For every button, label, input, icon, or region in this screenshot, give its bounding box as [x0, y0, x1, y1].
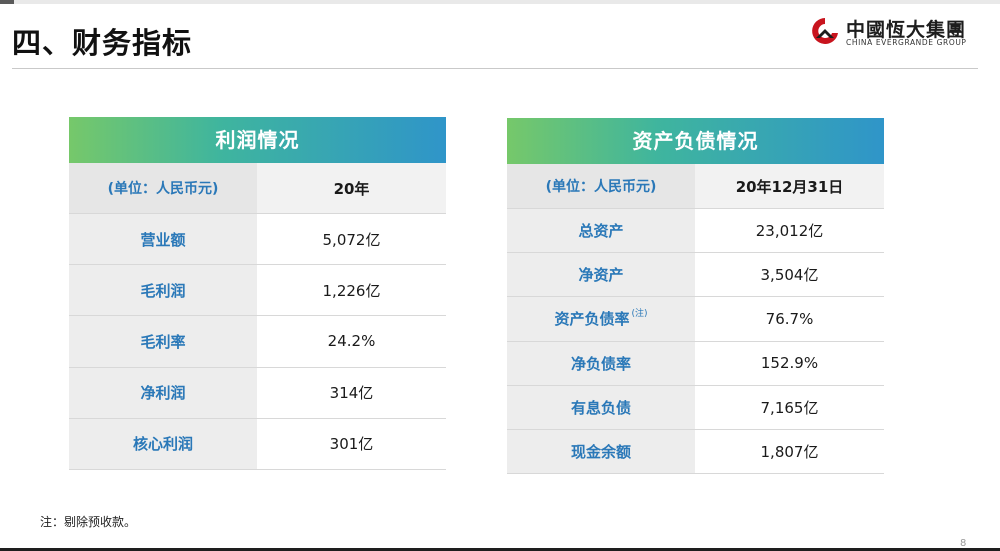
- row-label: 净利润: [69, 367, 257, 418]
- row-value: 3,504亿: [695, 253, 884, 297]
- period-label: 20年: [257, 163, 446, 213]
- row-value: 152.9%: [695, 341, 884, 385]
- page-title: 四、财务指标: [12, 26, 193, 60]
- table-row: 核心利润 301亿: [69, 418, 446, 470]
- row-value: 301亿: [257, 418, 446, 469]
- unit-label: (单位：人民币元): [507, 164, 695, 208]
- table-row: 有息负债 7,165亿: [507, 385, 884, 430]
- table-row: 毛利润 1,226亿: [69, 265, 446, 317]
- row-label: 净资产: [507, 253, 695, 297]
- table-row: 净负债率 152.9%: [507, 341, 884, 386]
- row-value: 5,072亿: [257, 214, 446, 265]
- balance-table-title: 资产负债情况: [507, 118, 884, 164]
- row-label: 有息负债: [507, 385, 695, 429]
- row-label: 资产负债率: [554, 310, 630, 329]
- balance-table: 资产负债情况 (单位：人民币元) 20年12月31日 总资产 23,012亿 净…: [507, 118, 884, 475]
- profit-table: 利润情况 (单位：人民币元) 20年 营业额 5,072亿 毛利润 1,226亿…: [69, 117, 446, 470]
- row-label: 毛利润: [69, 265, 257, 316]
- unit-label: (单位：人民币元): [69, 163, 257, 213]
- period-label: 20年12月31日: [695, 164, 884, 208]
- title-divider: [12, 68, 978, 69]
- row-label: 净负债率: [507, 341, 695, 385]
- footnote-marker: (注): [631, 309, 648, 320]
- company-logo: 中國恆大集團 CHINA EVERGRANDE GROUP: [810, 16, 975, 50]
- footnote: 注：剔除预收款。: [40, 515, 137, 529]
- row-value: 23,012亿: [695, 209, 884, 253]
- row-label: 总资产: [507, 209, 695, 253]
- evergrande-logo-icon: [812, 18, 838, 44]
- table-row: 资产负债率 (注) 76.7%: [507, 297, 884, 342]
- table-row: 净利润 314亿: [69, 367, 446, 419]
- row-label-with-note: 资产负债率 (注): [507, 297, 695, 341]
- row-label: 现金余额: [507, 429, 695, 474]
- table-row: 净资产 3,504亿: [507, 253, 884, 298]
- row-label: 营业额: [69, 214, 257, 265]
- table-row: 毛利率 24.2%: [69, 316, 446, 368]
- table-row: 营业额 5,072亿: [69, 214, 446, 266]
- balance-table-header-row: (单位：人民币元) 20年12月31日: [507, 164, 884, 209]
- logo-name-en: CHINA EVERGRANDE GROUP: [846, 38, 967, 47]
- window-indicator: [0, 0, 14, 4]
- row-label: 核心利润: [69, 418, 257, 469]
- row-value: 76.7%: [695, 297, 884, 341]
- window-top-strip: [0, 0, 1000, 4]
- profit-table-title: 利润情况: [69, 117, 446, 163]
- row-value: 1,226亿: [257, 265, 446, 316]
- table-row: 现金余额 1,807亿: [507, 429, 884, 475]
- row-value: 1,807亿: [695, 429, 884, 474]
- profit-table-header-row: (单位：人民币元) 20年: [69, 163, 446, 214]
- window-bottom-bar: [0, 548, 1000, 551]
- row-label: 毛利率: [69, 316, 257, 367]
- table-row: 总资产 23,012亿: [507, 209, 884, 254]
- row-value: 24.2%: [257, 316, 446, 367]
- row-value: 314亿: [257, 367, 446, 418]
- row-value: 7,165亿: [695, 385, 884, 429]
- page-number: 8: [960, 538, 967, 549]
- logo-name-cn: 中國恆大集團: [846, 19, 967, 41]
